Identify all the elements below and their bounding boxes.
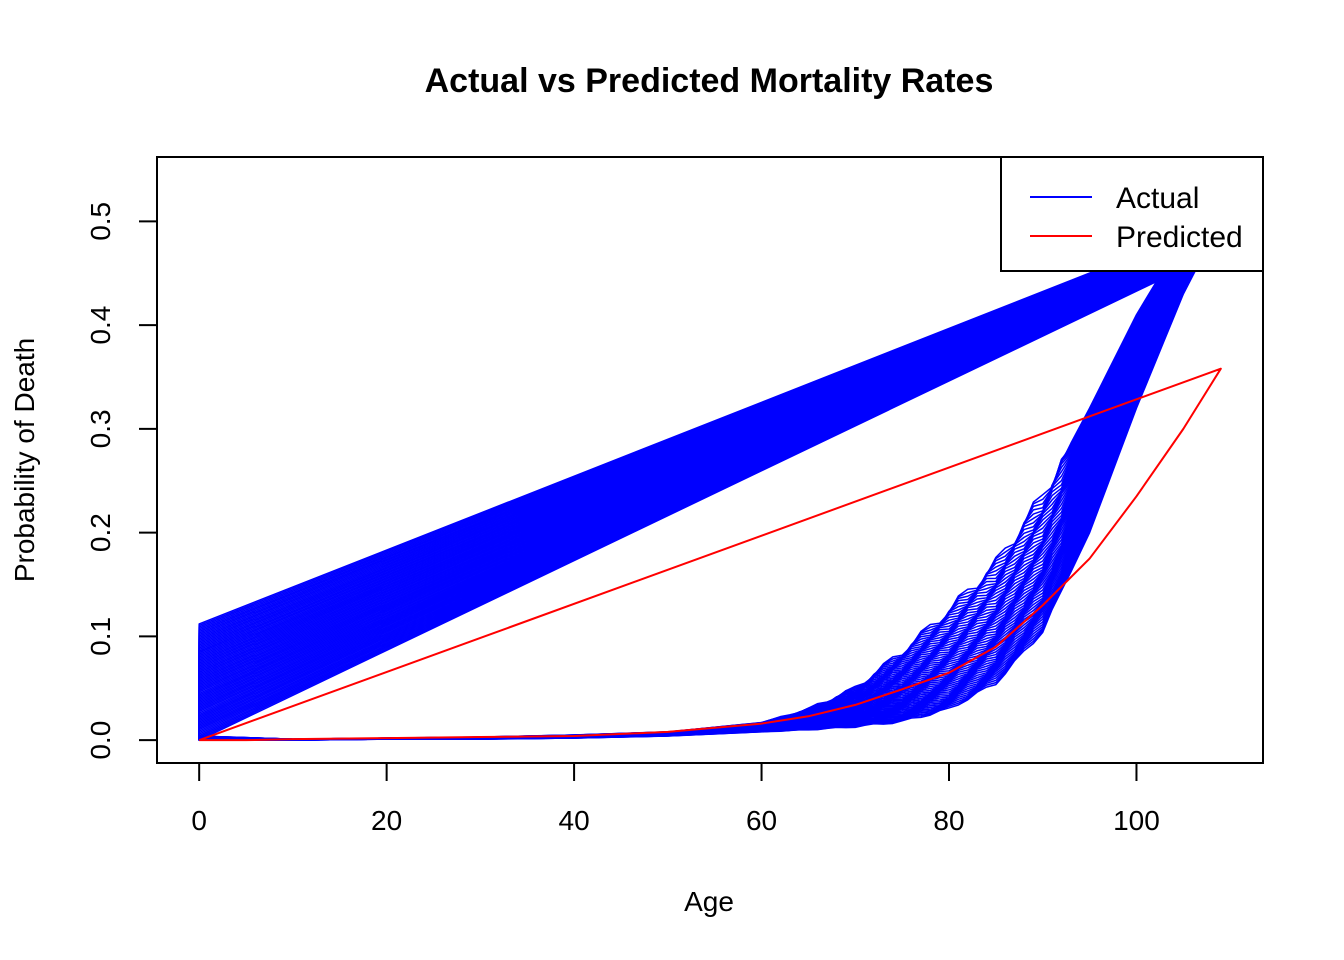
y-tick-label-0: 0.0 (85, 721, 116, 760)
predicted-series-line (198, 367, 1222, 742)
legend: Actual Predicted (1000, 156, 1264, 272)
x-tick-label-1: 20 (371, 805, 402, 836)
y-tick-label-1: 0.1 (85, 617, 116, 656)
chart-title: Actual vs Predicted Mortality Rates (425, 62, 994, 100)
x-tick-label-5: 100 (1113, 805, 1160, 836)
series-layer (198, 220, 1222, 742)
y-tick-label-4: 0.4 (85, 306, 116, 345)
legend-predicted-label: Predicted (1116, 221, 1243, 254)
y-axis-label: Probability of Death (9, 338, 40, 582)
x-tick-label-2: 40 (559, 805, 590, 836)
y-tick-label-5: 0.5 (85, 202, 116, 241)
legend-box (1000, 156, 1264, 272)
y-tick-label-3: 0.3 (85, 409, 116, 448)
legend-actual-label: Actual (1116, 182, 1199, 215)
x-axis-label: Age (684, 886, 734, 917)
x-axis: 0 20 40 60 80 100 (191, 762, 1160, 836)
y-tick-label-2: 0.2 (85, 513, 116, 552)
y-axis: 0.0 0.1 0.2 0.3 0.4 0.5 (85, 202, 158, 760)
x-tick-label-3: 60 (746, 805, 777, 836)
x-tick-label-0: 0 (191, 805, 207, 836)
x-tick-label-4: 80 (933, 805, 964, 836)
